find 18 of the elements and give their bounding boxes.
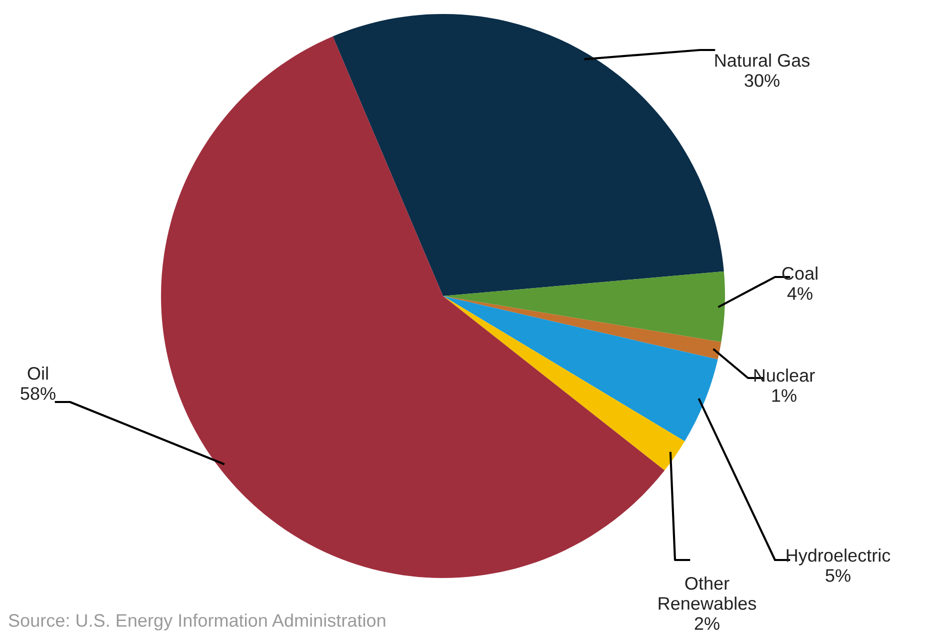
pie-slice xyxy=(443,296,718,442)
pie-slice xyxy=(443,296,722,360)
slice-label: Oil xyxy=(28,366,48,380)
pie-slice xyxy=(161,36,665,578)
pie-slice xyxy=(443,296,685,470)
slice-label: Nuclear xyxy=(754,368,815,382)
data-label: 4% xyxy=(787,287,812,300)
slice-label: Other Renewables xyxy=(658,576,756,610)
source-note: Source: U.S. Energy Information Administration xyxy=(8,614,386,630)
data-label: 5% xyxy=(826,569,850,582)
data-label: 58% xyxy=(20,387,56,400)
pie-slice xyxy=(443,271,725,342)
data-label: 1% xyxy=(772,389,796,402)
data-label: 2% xyxy=(694,617,720,630)
data-label: 30% xyxy=(744,74,780,87)
slice-label: Hydroelectric xyxy=(786,548,890,566)
slice-label: Coal xyxy=(782,266,818,280)
slice-label: Natural Gas xyxy=(715,54,810,67)
